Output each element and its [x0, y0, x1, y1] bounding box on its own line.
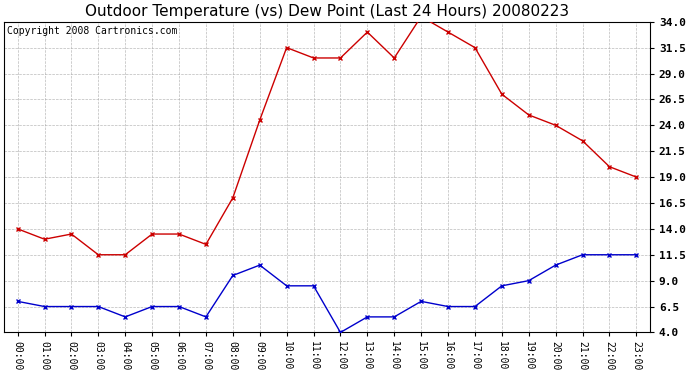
- Title: Outdoor Temperature (vs) Dew Point (Last 24 Hours) 20080223: Outdoor Temperature (vs) Dew Point (Last…: [85, 4, 569, 19]
- Text: Copyright 2008 Cartronics.com: Copyright 2008 Cartronics.com: [8, 26, 178, 36]
